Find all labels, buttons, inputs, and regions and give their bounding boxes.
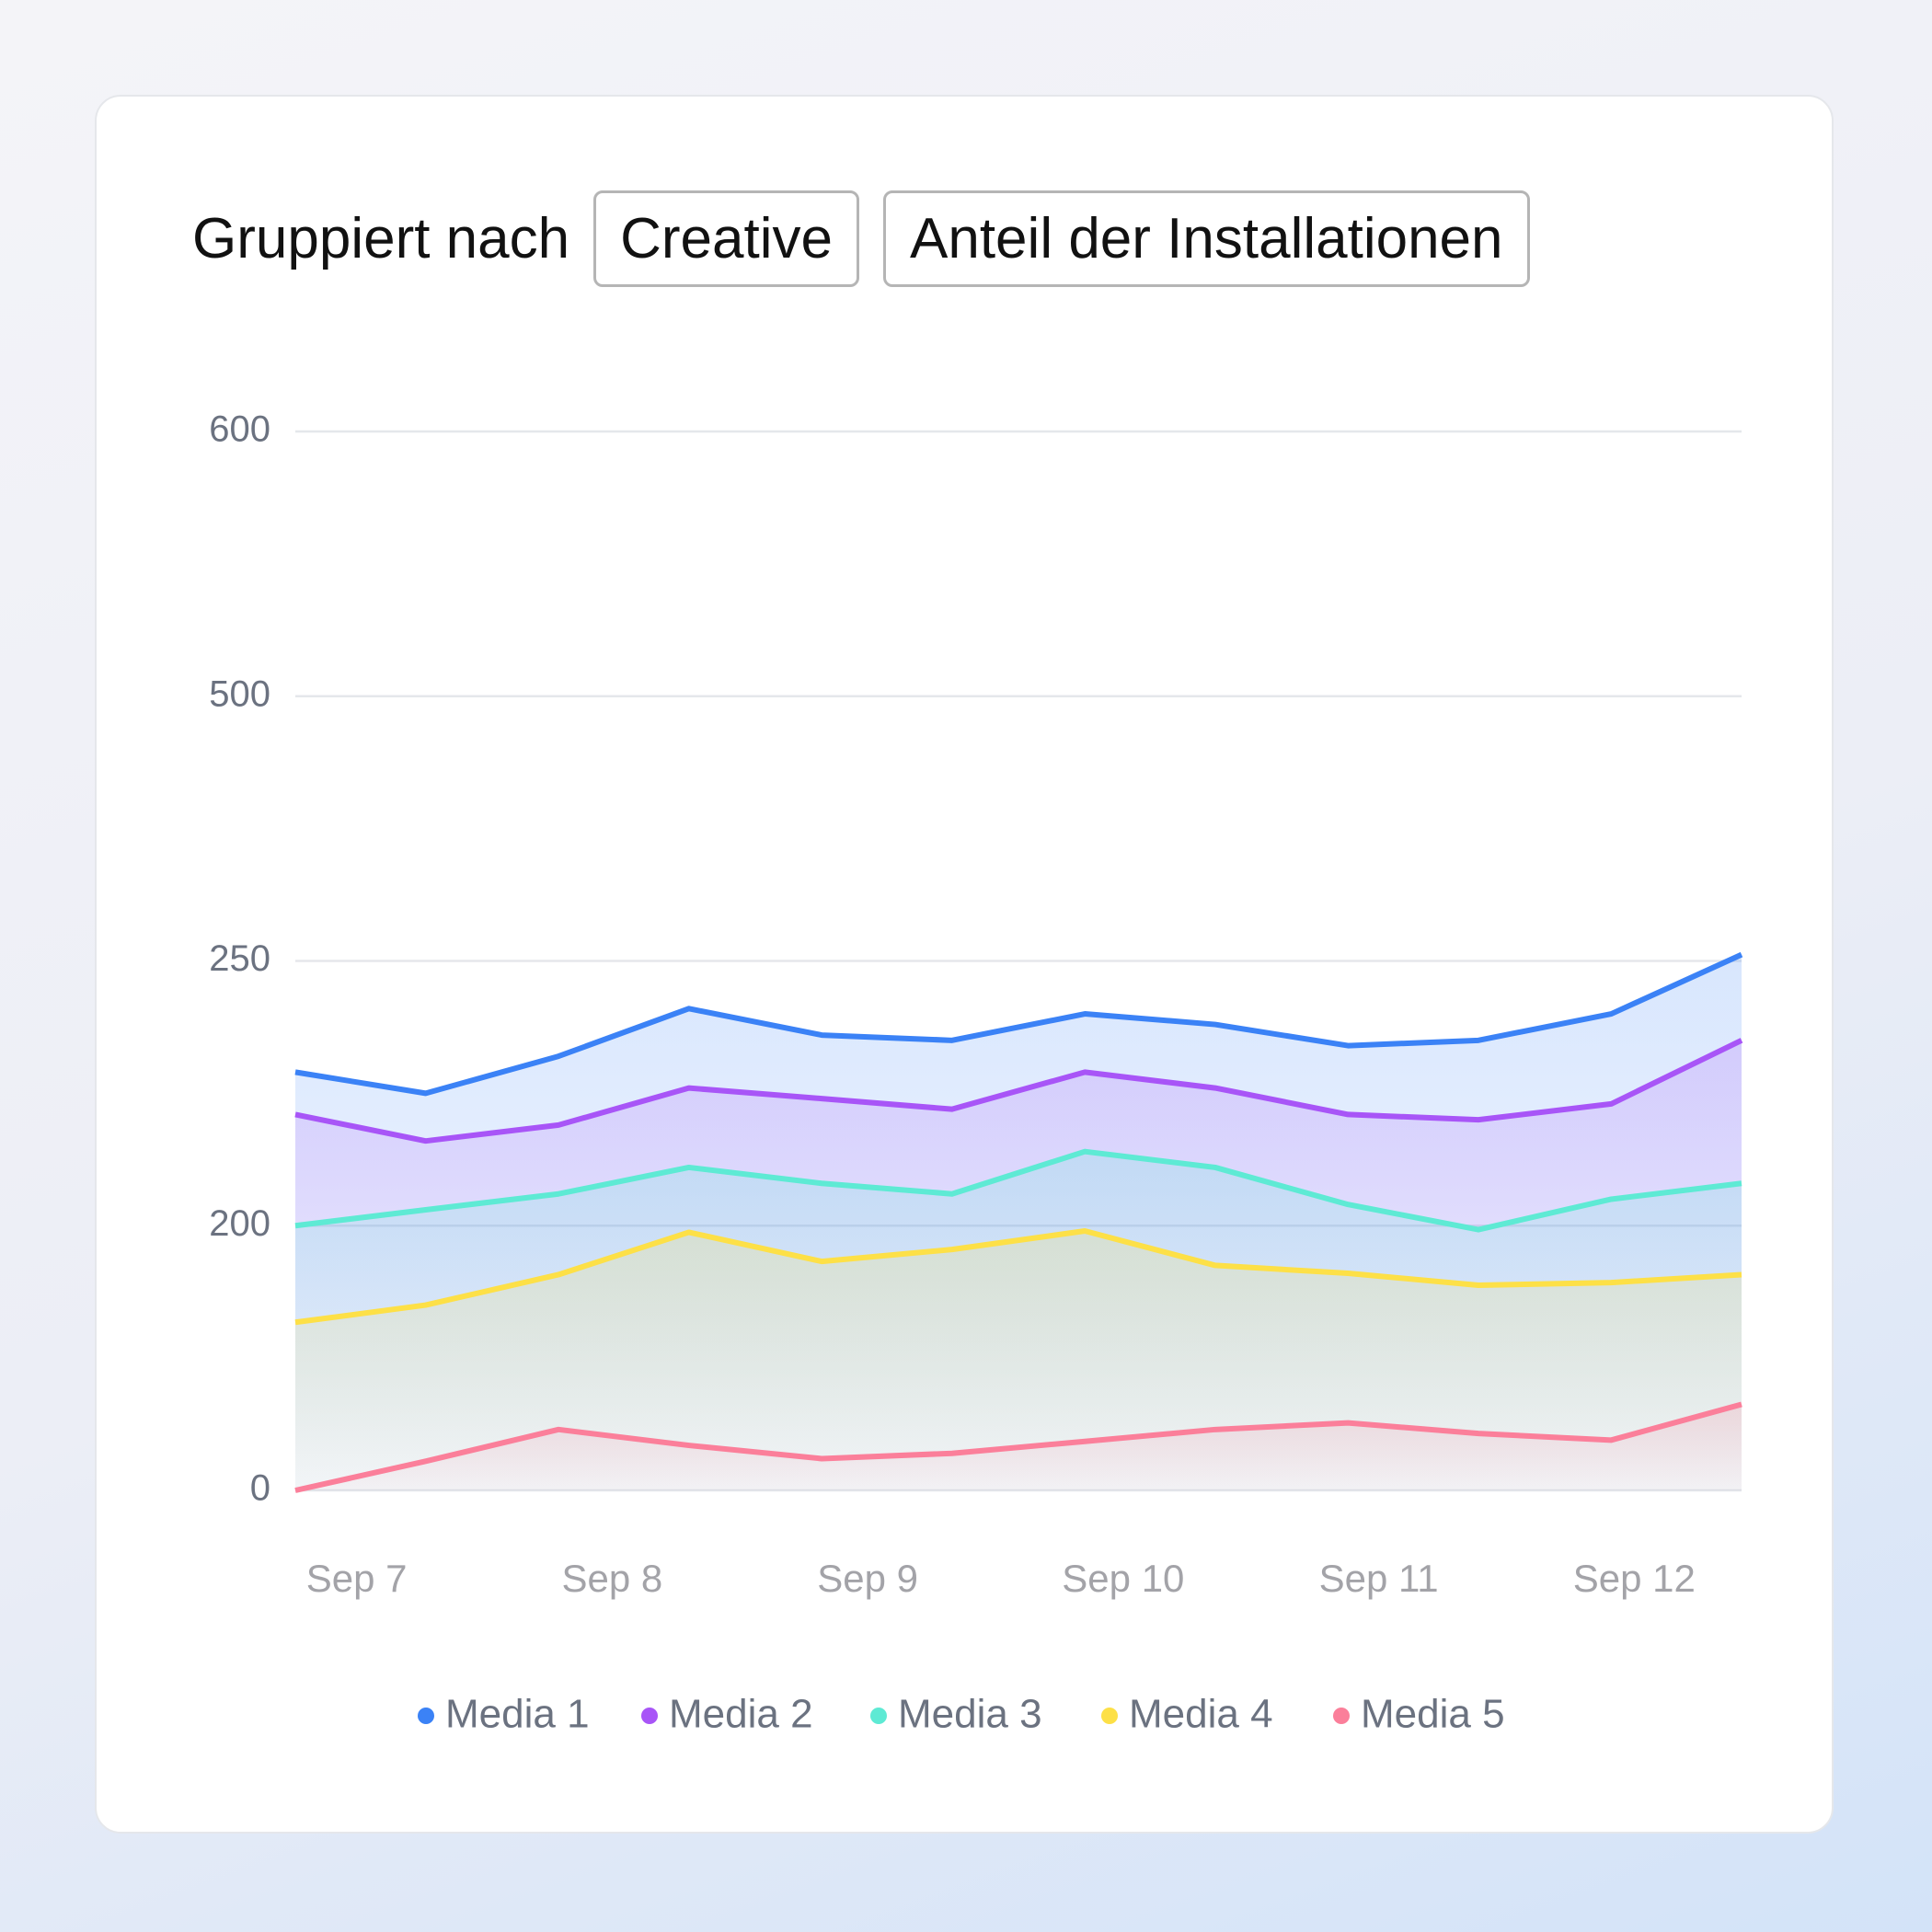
legend-label: Media 2 [669, 1692, 813, 1737]
x-tick-label: Sep 10 [1062, 1557, 1184, 1600]
series-line [294, 1148, 1742, 1233]
legend-marker [1333, 1708, 1350, 1724]
legend-marker [870, 1708, 887, 1724]
series-line [294, 1038, 1743, 1144]
y-tick-label: 600 [209, 409, 270, 450]
legend-label: Media 5 [1361, 1692, 1505, 1737]
x-tick-label: Sep 9 [817, 1557, 918, 1600]
y-tick-label: 200 [209, 1203, 270, 1244]
legend-label: Media 1 [445, 1692, 590, 1737]
series-line [294, 1228, 1742, 1326]
series-line [294, 951, 1743, 1097]
header: Gruppiert nach Creative Anteil der Insta… [192, 190, 1530, 287]
legend-marker [1101, 1708, 1118, 1724]
x-tick-label: Sep 7 [306, 1557, 408, 1600]
x-tick-label: Sep 11 [1319, 1557, 1439, 1600]
card: Gruppiert nach Creative Anteil der Insta… [95, 95, 1834, 1834]
group-button[interactable]: Creative [593, 190, 859, 287]
metric-button[interactable]: Anteil der Installationen [883, 190, 1530, 287]
legend-label: Media 3 [898, 1692, 1042, 1737]
y-tick-label: 250 [209, 938, 270, 979]
legend-label: Media 4 [1129, 1692, 1273, 1737]
series-line [294, 1401, 1742, 1493]
legend-marker [418, 1708, 434, 1724]
y-tick-label: 500 [209, 673, 270, 714]
y-tick-label: 0 [250, 1468, 270, 1509]
legend-marker [641, 1708, 658, 1724]
x-tick-label: Sep 8 [562, 1557, 663, 1600]
group-label: Gruppiert nach [192, 207, 570, 270]
x-tick-label: Sep 12 [1573, 1557, 1696, 1600]
